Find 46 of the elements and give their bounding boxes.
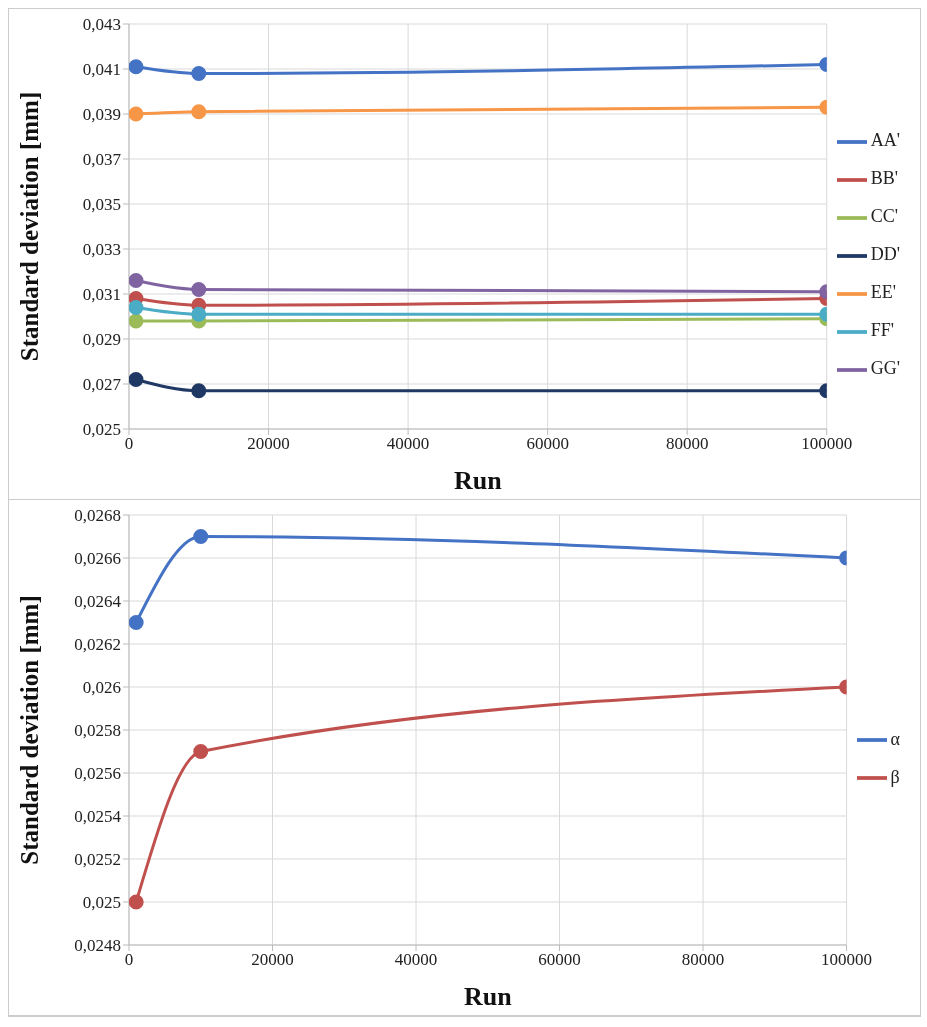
- legend-label: DD': [870, 244, 900, 264]
- x-tick-label: 0: [124, 434, 134, 454]
- y-tick-label: 0,0248: [74, 936, 121, 956]
- x-tick-label: 100000: [821, 950, 873, 970]
- legend-label: FF': [870, 320, 895, 340]
- legend-label: EE': [870, 282, 896, 302]
- y-tick-label: 0,0262: [74, 635, 121, 655]
- y-tick-label: 0,037: [82, 150, 122, 170]
- x-tick-label: 60000: [526, 434, 569, 454]
- y-tick-label: 0,0268: [74, 506, 121, 526]
- legend-label: BB': [870, 168, 899, 188]
- legend-label: β: [890, 766, 900, 787]
- y-tick-label: 0,0252: [74, 850, 121, 870]
- y-tick-label: 0,039: [82, 105, 121, 125]
- y-tick-label: 0,0266: [74, 549, 121, 569]
- x-tick-label: 100000: [801, 434, 853, 454]
- y-tick-label: 0,0254: [74, 807, 122, 827]
- x-axis-title: Run: [463, 982, 513, 1011]
- y-tick-label: 0,026: [82, 678, 121, 698]
- y-tick-label: 0,041: [82, 60, 121, 80]
- x-tick-label: 60000: [538, 950, 581, 970]
- y-tick-label: 0,027: [82, 375, 122, 395]
- legend-label: α: [890, 728, 900, 749]
- x-axis-title: Run: [454, 466, 503, 495]
- legend-label: GG': [870, 358, 900, 378]
- y-tick-label: 0,025: [82, 420, 121, 440]
- x-tick-label: 20000: [247, 434, 290, 454]
- x-tick-label: 40000: [386, 434, 430, 454]
- x-tick-label: 80000: [681, 950, 725, 970]
- y-tick-label: 0,031: [82, 285, 121, 305]
- y-tick-label: 0,0258: [74, 721, 121, 741]
- legend-label: AA': [870, 130, 900, 150]
- y-tick-label: 0,043: [82, 15, 121, 35]
- y-tick-label: 0,035: [82, 195, 121, 215]
- y-axis-title: Standard deviation [mm]: [15, 91, 43, 362]
- legend-label: CC': [870, 206, 899, 226]
- y-axis-title: Standard deviation [mm]: [15, 595, 43, 865]
- y-tick-label: 0,033: [82, 240, 121, 260]
- y-tick-label: 0,0256: [74, 764, 121, 784]
- y-tick-label: 0,0264: [74, 592, 122, 612]
- y-tick-label: 0,025: [82, 893, 121, 913]
- x-tick-label: 0: [124, 950, 134, 970]
- x-tick-label: 20000: [251, 950, 294, 970]
- x-tick-label: 40000: [394, 950, 438, 970]
- y-tick-label: 0,029: [82, 330, 121, 350]
- x-tick-label: 80000: [665, 434, 709, 454]
